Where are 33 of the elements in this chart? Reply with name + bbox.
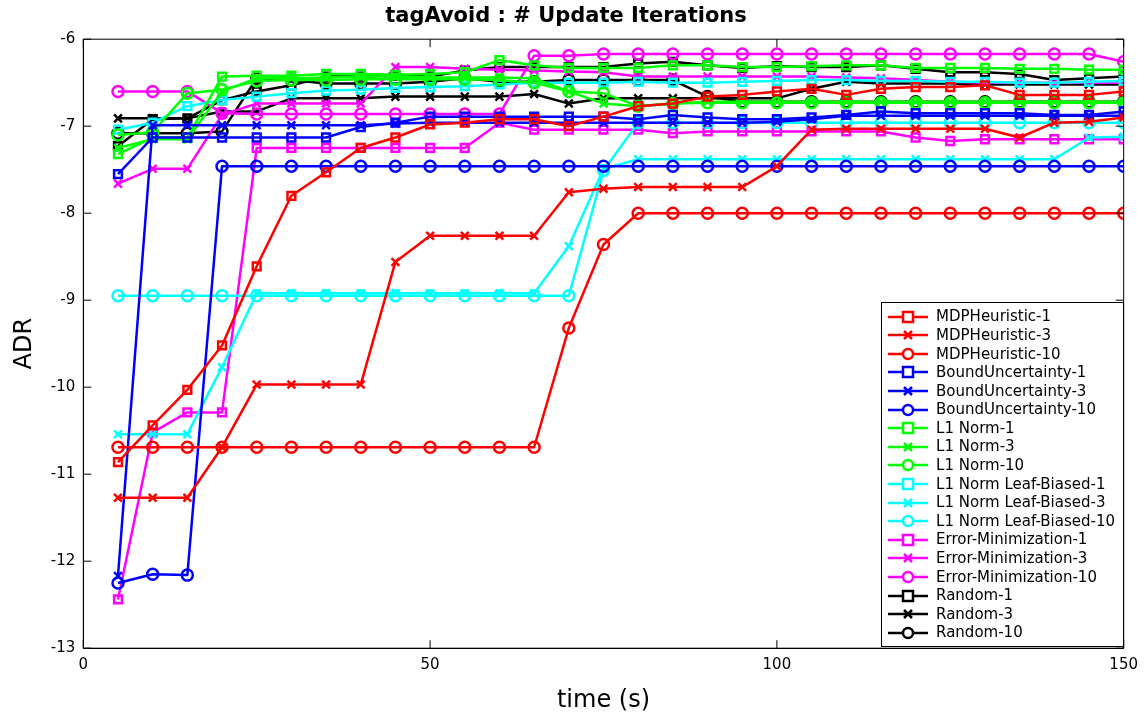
legend-label: BoundUncertainty-3 bbox=[936, 381, 1087, 401]
legend-label: MDPHeuristic-1 bbox=[936, 307, 1052, 326]
y-tick-label: -6 bbox=[60, 29, 76, 48]
y-tick-label: -9 bbox=[60, 290, 76, 309]
legend-label: L1 Norm-1 bbox=[936, 418, 1015, 438]
legend-label: MDPHeuristic-3 bbox=[936, 325, 1052, 345]
x-tick-label: 150 bbox=[1109, 655, 1139, 674]
legend-label: Error-Minimization-10 bbox=[936, 567, 1097, 587]
legend-label: L1 Norm-10 bbox=[936, 456, 1025, 475]
chart-title: tagAvoid : # Update Iterations bbox=[385, 3, 747, 28]
legend-label: L1 Norm-3 bbox=[936, 437, 1015, 457]
legend-label: Random-1 bbox=[936, 586, 1014, 605]
legend-label: L1 Norm Leaf-Biased-10 bbox=[936, 511, 1115, 531]
y-tick-label: -7 bbox=[60, 116, 76, 135]
legend-label: BoundUncertainty-1 bbox=[936, 363, 1087, 382]
legend-label: Random-10 bbox=[936, 623, 1023, 642]
legend-label: Error-Minimization-3 bbox=[936, 549, 1088, 568]
y-tick-label: -11 bbox=[50, 464, 76, 483]
y-tick-label: -12 bbox=[50, 551, 76, 570]
y-tick-label: -13 bbox=[50, 638, 76, 657]
x-tick-label: 50 bbox=[420, 655, 440, 674]
x-tick-label: 100 bbox=[762, 655, 792, 674]
y-tick-label: -8 bbox=[60, 203, 76, 222]
y-tick-label: -10 bbox=[50, 377, 76, 396]
y-axis-title: ADR bbox=[8, 317, 37, 370]
legend-label: Random-3 bbox=[936, 604, 1014, 624]
legend-label: MDPHeuristic-10 bbox=[936, 344, 1061, 364]
legend-label: Error-Minimization-1 bbox=[936, 530, 1088, 550]
legend-label: L1 Norm Leaf-Biased-1 bbox=[936, 474, 1106, 494]
legend-label: BoundUncertainty-10 bbox=[936, 400, 1096, 419]
x-tick-label: 0 bbox=[78, 655, 89, 674]
legend-label: L1 Norm Leaf-Biased-3 bbox=[936, 493, 1106, 512]
x-axis-title: time (s) bbox=[556, 684, 651, 713]
